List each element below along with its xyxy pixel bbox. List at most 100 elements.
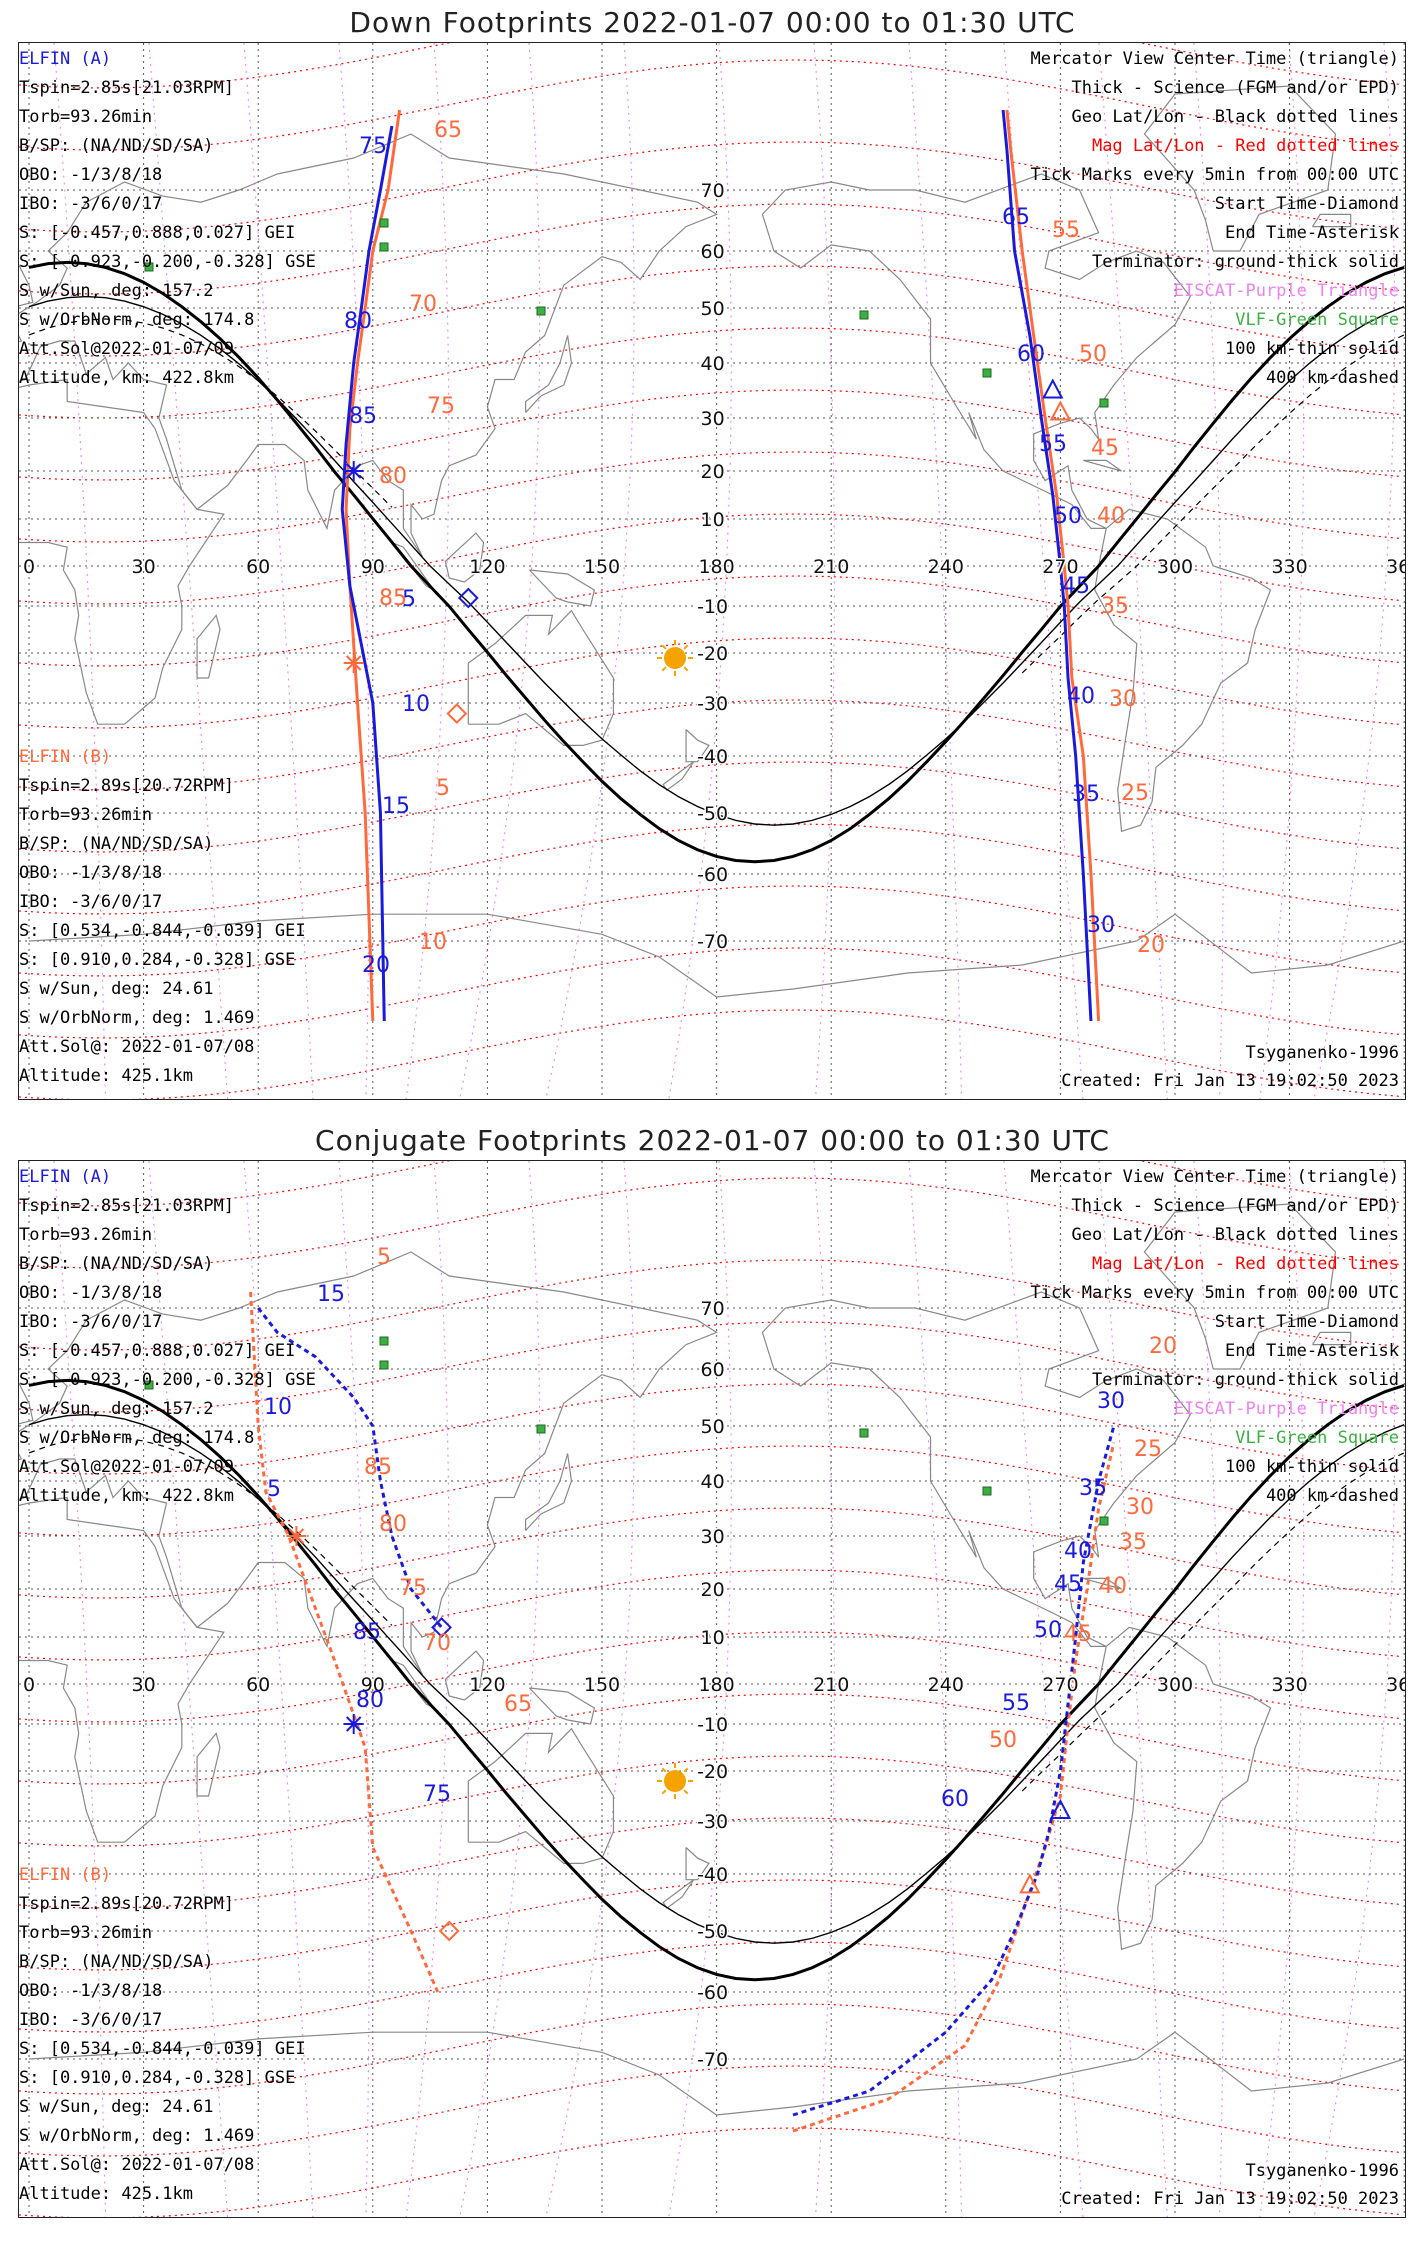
mag-meridian [1313,43,1396,1099]
created-timestamp: Created: Fri Jan 13 19:02:50 2023 [1061,2189,1399,2209]
elfin-a-info-line: S: [-0.923,-0.200,-0.328] GSE [19,1370,316,1390]
legend-entry: End Time-Asterisk [1225,1341,1399,1361]
elfin-b-info-line: S w/OrbNorm, deg: 1.469 [19,2126,255,2146]
vlf-square [859,1428,869,1438]
elfin-a-track [257,1307,443,1629]
lon-tick-label: 210 [813,556,849,578]
elfin-a-time-tick: 75 [423,1782,451,1807]
mag-lat-line [19,2065,1400,2157]
elfin-b-center-triangle [1049,400,1072,421]
elfin-a-info-line: Tspin=2.85s[21.03RPM] [19,78,234,98]
elfin-a-time-tick: 85 [353,1620,381,1645]
legend-entry: VLF-Green Square [1235,1428,1399,1448]
elfin-b-time-tick: 5 [377,1245,391,1270]
lat-tick-label: 70 [701,1298,725,1320]
mag-lat-line [19,823,1400,915]
coastline [196,1732,221,1797]
sun-ray [661,1789,667,1795]
lon-tick-label: 60 [246,1674,270,1696]
mag-lat-line [19,637,1400,729]
coastline [19,1251,718,1675]
elfin-b-info-line: Att.Sol@: 2022-01-07/08 [19,1037,255,1057]
lat-tick-label: 20 [701,461,725,483]
elfin-b-info-line: Tspin=2.89s[20.72RPM] [19,776,234,796]
elfin-a-time-tick: 15 [317,1282,345,1307]
elfin-b-time-tick: 30 [1126,1495,1154,1520]
markers [144,1336,1109,1942]
coastline [528,569,596,607]
coastline [1143,1203,1337,1370]
lat-tick-label: -40 [697,1864,728,1886]
elfin-a-track [1001,109,1093,1022]
vlf-square [144,262,154,272]
elfin-b-time-tick: 40 [1099,1574,1127,1599]
elfin-b-info-line: S w/Sun, deg: 24.61 [19,2097,214,2117]
coastline [467,1727,615,1865]
coastline [19,263,34,307]
elfin-a-info-line: S: [-0.457,0.888,0.027] GEI [19,223,296,243]
elfin-b-time-tick: 35 [1101,594,1129,619]
coastline [528,1687,596,1725]
legend-entry: 400 km-dashed [1265,1486,1399,1506]
footprint-map-panel: 0 30 60 90 120 150 180 210 240 270 300 330 360 70 60 50… [18,1160,1406,2218]
mag-meridian [1313,1161,1396,2217]
elfin-a-info-line: Torb=93.26min [19,107,153,127]
elfin-a-time-tick: 80 [344,309,372,334]
elfin-a-info-line: S w/OrbNorm, deg: 174.8 [19,310,255,330]
elfin-a-info-line: B/SP: (NA/ND/SD/SA) [19,136,214,156]
coastline [196,614,221,679]
mag-lat-line [19,389,1400,481]
sun-icon [657,640,693,676]
mag-meridian [338,1161,370,2217]
legend-entry: Tick Marks every 5min from 00:00 UTC [1030,1283,1399,1303]
elfin-a-center-triangle [1049,1798,1072,1819]
markers [144,218,1109,725]
elfin-a-info-line: OBO: -1/3/8/18 [19,165,163,185]
elfin-b-info-line: OBO: -1/3/8/18 [19,1981,163,2001]
legend: Mercator View Center Time (triangle) Thic… [1031,1163,1399,1511]
mag-meridian [813,43,835,1099]
coastline [1083,459,1122,472]
axis-labels: 0 30 60 90 120 150 180 210 240 270 300 330 360 70 60 50… [21,1297,1405,2073]
terminator-ground [28,260,1405,864]
elfin-a-info-line: Att.Sol@2022-01-07/09 [19,1457,234,1477]
elfin-b-time-tick: 30 [1109,687,1137,712]
elfin-b-time-tick: 45 [1064,1622,1092,1647]
mag-meridian [459,43,541,1099]
created-timestamp: Created: Fri Jan 13 19:02:50 2023 [1061,1071,1399,1091]
elfin-b-track [249,1291,440,1993]
elfin-b-time-tick: 45 [1091,436,1119,461]
legend-entry: 400 km-dashed [1265,368,1399,388]
mag-lat-line [19,451,1400,543]
mag-lat-line [19,1693,1400,1785]
mag-lat-line [19,1009,1400,1099]
lon-tick-label: 210 [813,1674,849,1696]
lat-tick-label: 50 [701,1416,725,1438]
lat-tick-label: 50 [701,298,725,320]
elfin-b-info-line: S: [0.910,0.284,-0.328] GSE [19,2068,296,2088]
elfin-a-info-line: S: [-0.457,0.888,0.027] GEI [19,1341,296,1361]
coastline [1312,213,1352,228]
mag-meridian [53,1161,107,2217]
sun-ray [683,1789,689,1795]
legend-entry: Mercator View Center Time (triangle) [1030,1167,1399,1187]
lat-tick-label: 30 [701,408,725,430]
coastline [662,1879,695,1910]
lat-tick-label: 40 [701,1471,725,1493]
elfin-a-info-line: S: [-0.923,-0.200,-0.328] GSE [19,252,316,272]
credit: Tsyganenko-1996 [1245,1043,1399,1063]
elfin-a-name: ELFIN (A) [19,1167,112,1187]
sun-ray [683,666,689,672]
legend-entry: VLF-Green Square [1235,310,1399,330]
mag-lat-line [19,761,1400,853]
elfin-a-info-line: Altitude, km: 422.8km [19,368,234,388]
terminator [28,260,1405,864]
vlf-square [379,1336,389,1346]
elfin-b-info-line: IBO: -3/6/0/17 [19,892,163,912]
elfin-a-lines: Tspin=2.85s[21.03RPM] Torb=93.26min B/SP: … [19,1192,316,1511]
elfin-b-lines: Tspin=2.89s[20.72RPM] Torb=93.26min B/SP: … [19,1890,306,2209]
elfin-a-time-tick: 45 [1054,1572,1082,1597]
coastline [444,1650,485,1701]
elfin-b-time-tick: 50 [989,1728,1017,1753]
elfin-a-time-tick: 60 [1017,342,1045,367]
